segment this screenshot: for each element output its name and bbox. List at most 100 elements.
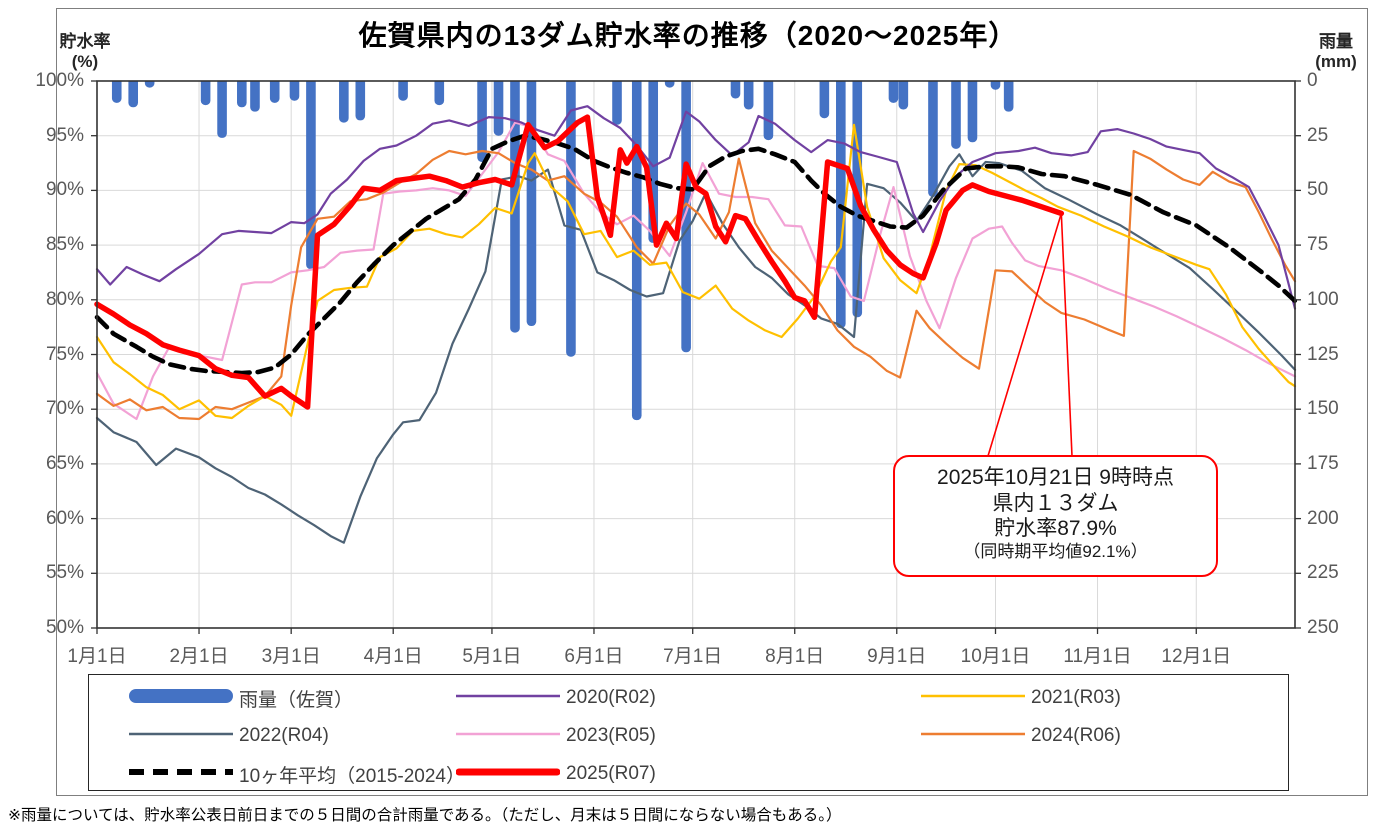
x-axis-tick: 12月1日 (1161, 646, 1232, 667)
right-axis-tick: 0 (1307, 70, 1318, 91)
legend-label: 2024(R06) (1031, 725, 1121, 746)
line-swatch-2022 (129, 726, 233, 747)
rain-bar (306, 81, 316, 270)
rain-bar (819, 81, 830, 119)
rain-bar (217, 81, 227, 138)
left-axis-tick: 65% (45, 452, 84, 474)
rain-bar (339, 81, 349, 123)
dashed-line-swatch (129, 764, 233, 785)
legend-label: 2023(R05) (566, 725, 656, 746)
x-axis-tick: 1月1日 (67, 646, 127, 667)
right-axis-tick: 175 (1307, 452, 1339, 474)
legend-label: 10ヶ年平均（2015-2024） (239, 765, 465, 787)
legend-item-2022: 2022(R04) (129, 723, 329, 749)
rain-bar (111, 81, 122, 103)
rain-bar (664, 81, 675, 88)
thick-line-swatch-2025 (455, 764, 561, 785)
rain-bar (763, 81, 774, 141)
legend-item-2020: 2020(R02) (456, 685, 656, 711)
left-axis-tick: 55% (45, 562, 84, 584)
rain-bar (144, 81, 155, 88)
legend-item-2024: 2024(R06) (921, 723, 1121, 749)
rain-bar (526, 81, 537, 327)
chart-title: 佐賀県内の13ダム貯水率の推移（2020～2025年） (358, 20, 1018, 51)
rainfall-bar-swatch (129, 688, 233, 709)
left-axis-title: 貯水率 (%) (40, 32, 130, 71)
series-2024R06 (95, 149, 1297, 421)
right-axis-tick: 125 (1307, 343, 1339, 365)
rain-bar (990, 81, 1001, 90)
left-axis-tick: 70% (45, 398, 84, 420)
rain-bar (888, 81, 899, 103)
right-axis-tick: 150 (1307, 398, 1339, 420)
series-2023R05 (95, 121, 1297, 421)
rain-bar (477, 81, 487, 162)
legend-label: 2021(R03) (1031, 687, 1121, 708)
x-axis-tick: 6月1日 (564, 646, 624, 667)
x-axis-tick: 7月1日 (663, 646, 723, 667)
rain-bar (612, 81, 622, 125)
annotation-line4: （同時期平均値92.1%） (963, 541, 1148, 561)
series-2021R03 (95, 123, 1297, 420)
rain-bar (128, 81, 139, 108)
rain-bar (967, 81, 978, 143)
right-axis-tick: 25 (1307, 124, 1329, 146)
x-axis-tick: 5月1日 (462, 646, 522, 667)
right-axis-tick: 250 (1307, 617, 1339, 638)
right-axis-tick: 200 (1307, 507, 1339, 529)
rain-bar (1003, 81, 1014, 112)
line-swatch-2020 (456, 688, 560, 709)
x-axis-tick: 4月1日 (363, 646, 423, 667)
annotation-line1: 2025年10月21日 9時時点 (937, 466, 1174, 489)
left-axis-tick: 90% (45, 179, 84, 201)
rain-bar (928, 81, 938, 197)
rainfall-bars (111, 81, 1014, 421)
rain-bar (743, 81, 754, 110)
annotation-line3: 貯水率87.9% (994, 517, 1117, 541)
legend-item-2025: 2025(R07) (455, 761, 656, 787)
line-swatch-2021 (921, 688, 1025, 709)
series-2022R04 (95, 153, 1297, 544)
series-1020152024 (94, 133, 1298, 376)
rain-bar (200, 81, 211, 106)
rain-bar (681, 81, 691, 353)
left-axis-title-line2: (%) (71, 51, 99, 71)
legend-item-2023: 2023(R05) (456, 723, 656, 749)
legend-label: 2020(R02) (566, 687, 656, 708)
x-axis-tick: 11月1日 (1063, 646, 1132, 667)
rain-bar (951, 81, 961, 149)
rain-bar (237, 81, 247, 108)
rain-bar (355, 81, 366, 121)
left-axis-tick: 75% (45, 343, 84, 365)
right-axis-tick: 75 (1307, 234, 1329, 256)
rain-bar (730, 81, 741, 99)
legend-label: 雨量（佐賀） (239, 689, 354, 711)
legend-item-10yr-average: 10ヶ年平均（2015-2024） (129, 761, 465, 787)
right-axis-title-line2: (mm) (1315, 51, 1357, 71)
right-axis-tick: 100 (1307, 288, 1339, 310)
left-axis-tick: 85% (45, 234, 84, 256)
series-2020R02 (95, 105, 1297, 310)
x-axis-tick: 9月1日 (867, 646, 927, 667)
line-swatch-2023 (456, 726, 560, 747)
legend-label: 2022(R04) (239, 725, 329, 746)
x-axis-tick: 3月1日 (261, 646, 321, 667)
legend-item-rainfall: 雨量（佐賀） (129, 685, 353, 711)
annotation-line2: 県内１３ダム (992, 491, 1119, 515)
annotation-callout: 2025年10月21日 9時時点 県内１３ダム 貯水率87.9% （同時期平均値… (893, 455, 1218, 577)
callout-pointer (987, 213, 1073, 457)
rain-bar (898, 81, 909, 110)
right-axis-tick: 225 (1307, 562, 1339, 584)
rain-bar (631, 81, 642, 421)
left-axis-tick: 95% (45, 124, 84, 146)
legend-label: 2025(R07) (566, 763, 656, 784)
rain-bar (566, 81, 576, 357)
legend-item-2021: 2021(R03) (921, 685, 1121, 711)
left-axis-tick: 100% (35, 70, 84, 91)
rain-bar (434, 81, 445, 106)
left-axis-tick: 60% (45, 507, 84, 529)
right-axis-tick: 50 (1307, 179, 1329, 201)
left-axis-title-line1: 貯水率 (59, 32, 111, 51)
x-axis-tick: 2月1日 (169, 646, 229, 667)
x-axis-tick: 10月1日 (960, 646, 1031, 667)
